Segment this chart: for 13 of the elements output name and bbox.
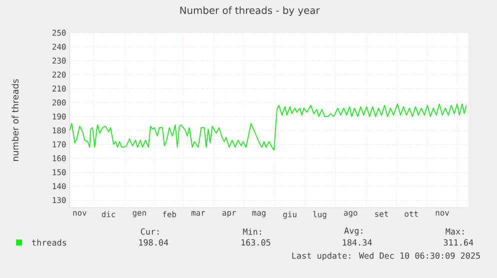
text: 184.34 (342, 239, 372, 246)
y-axis-title: number of threads (12, 79, 19, 161)
text: Min: (243, 228, 261, 235)
chart-title: Number of threads - by year (180, 6, 320, 16)
text: Last update: Wed Dec 10 06:30:09 2025 (292, 252, 480, 260)
text: 163.05 (242, 239, 270, 246)
line-series (69, 103, 467, 150)
text: 311.64 (444, 239, 474, 246)
text: Avg: (344, 227, 362, 236)
text: Max: (446, 228, 464, 235)
text: Cur: (140, 228, 159, 235)
legend-label: threads (32, 239, 66, 246)
text: 198.04 (139, 239, 168, 246)
